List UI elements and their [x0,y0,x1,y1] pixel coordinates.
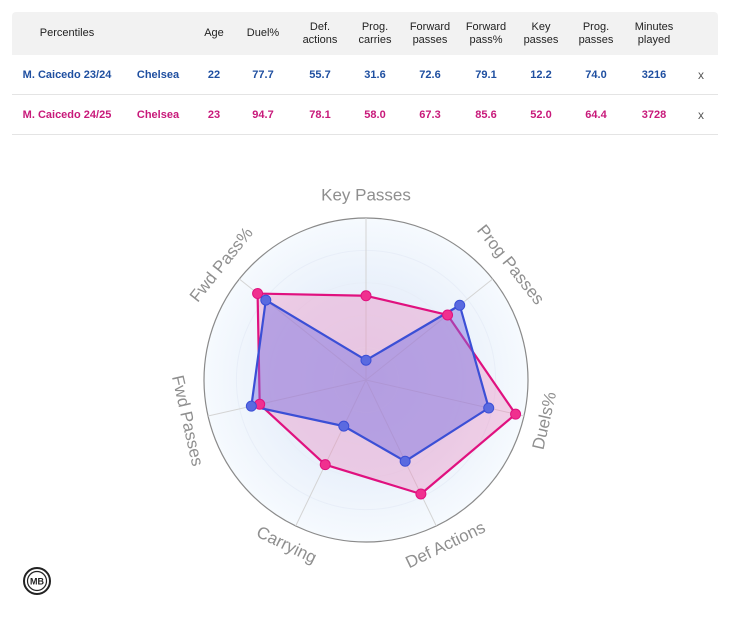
header-progc[interactable]: Prog. carries [348,12,402,55]
cell-label: M. Caicedo 24/25 [12,94,122,135]
cell-key: 12.2 [514,55,568,95]
cell-fwdp: 67.3 [402,94,458,135]
table-header-row: Percentiles Age Duel% Def. actions Prog. carri… [12,12,718,55]
header-team [122,12,194,55]
cell-mins: 3728 [624,94,684,135]
cell-label: M. Caicedo 23/24 [12,55,122,95]
cell-duel: 94.7 [234,94,292,135]
remove-row-button[interactable]: x [684,94,718,135]
header-key[interactable]: Key passes [514,12,568,55]
data-point [319,459,331,471]
radar-spoke [365,379,525,417]
table-row: M. Caicedo 24/25 Chelsea 23 94.7 78.1 58.0 67.… [12,94,718,135]
header-fwdp[interactable]: Forward passes [402,12,458,55]
cell-age: 22 [194,55,234,95]
logo-text: MB [30,577,44,587]
header-progp[interactable]: Prog. passes [568,12,624,55]
remove-row-button[interactable]: x [684,55,718,95]
cell-def: 55.7 [292,55,348,95]
data-point [483,402,495,414]
data-point [252,288,264,300]
data-point [245,400,257,412]
player-comparison-table: Percentiles Age Duel% Def. actions Prog. carri… [12,12,718,135]
header-age[interactable]: Age [194,12,234,55]
data-point [399,455,411,467]
data-point [360,354,372,366]
series-area-1 [256,292,517,496]
axis-label: Duels% [529,390,561,451]
header-def[interactable]: Def. actions [292,12,348,55]
cell-fwdpp: 79.1 [458,55,514,95]
series-area-0 [250,299,490,463]
header-fwdpp[interactable]: Forward pass% [458,12,514,55]
cell-duel: 77.7 [234,55,292,95]
radar-spoke [207,379,367,417]
axis-label: Key Passes [321,185,411,204]
data-point [442,309,454,321]
radar-spoke [365,278,493,381]
data-point [415,488,427,500]
data-point [260,294,272,306]
data-point [510,408,522,420]
data-point [454,299,466,311]
cell-progp: 74.0 [568,55,624,95]
radar-spoke [295,379,367,527]
table-row: M. Caicedo 23/24 Chelsea 22 77.7 55.7 31.6 72.… [12,55,718,95]
header-label: Percentiles [12,12,122,55]
data-point [360,290,372,302]
cell-mins: 3216 [624,55,684,95]
header-x [684,12,718,55]
cell-progc: 31.6 [348,55,402,95]
cell-key: 52.0 [514,94,568,135]
cell-progp: 64.4 [568,94,624,135]
table-body: M. Caicedo 23/24 Chelsea 22 77.7 55.7 31.6 72.… [12,55,718,135]
axis-label: Fwd Passes [168,373,207,468]
radar-spoke [365,379,437,527]
cell-team: Chelsea [122,94,194,135]
cell-team: Chelsea [122,55,194,95]
cell-progc: 58.0 [348,94,402,135]
data-point [338,420,350,432]
cell-fwdp: 72.6 [402,55,458,95]
mb-logo: MB [23,567,51,595]
cell-def: 78.1 [292,94,348,135]
header-mins[interactable]: Minutes played [624,12,684,55]
header-duel[interactable]: Duel% [234,12,292,55]
cell-age: 23 [194,94,234,135]
cell-fwdpp: 85.6 [458,94,514,135]
